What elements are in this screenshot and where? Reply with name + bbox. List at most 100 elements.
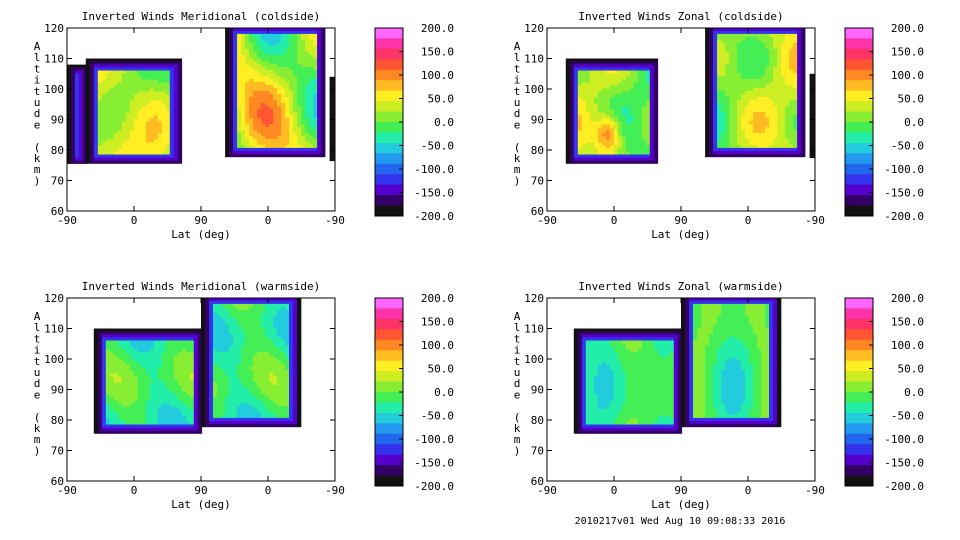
colorbar-swatch [375, 308, 403, 320]
colorbar-swatch [845, 184, 873, 196]
chart-title: Inverted Winds Meridional (warmside) [82, 280, 320, 293]
y-tick-label: 90 [531, 114, 544, 127]
colorbar-swatch [375, 475, 403, 487]
colorbar-swatch [845, 381, 873, 393]
colorbar-label: 200.0 [891, 292, 924, 305]
colorbar-swatch [375, 80, 403, 92]
y-tick-label: 110 [44, 323, 64, 336]
colorbar-swatch [845, 80, 873, 92]
colorbar-swatch [375, 433, 403, 445]
contour-field [67, 28, 335, 164]
colorbar-label: 0.0 [434, 386, 454, 399]
x-tick-label: 90 [194, 484, 207, 497]
x-axis-label: Lat (deg) [651, 228, 711, 241]
y-tick-label: 110 [524, 53, 544, 66]
y-tick-label: 100 [44, 353, 64, 366]
y-tick-label: 120 [524, 22, 544, 35]
x-tick-label: 90 [674, 484, 687, 497]
y-tick-label: 120 [44, 292, 64, 305]
colorbar-label: 200.0 [891, 22, 924, 35]
colorbar-swatch [845, 38, 873, 50]
colorbar-label: -50.0 [421, 410, 454, 423]
colorbar-swatch [845, 308, 873, 320]
colorbar-swatch [845, 350, 873, 362]
y-tick-label: 80 [51, 414, 64, 427]
chart-title: Inverted Winds Zonal (coldside) [578, 10, 783, 23]
colorbar-swatch [845, 59, 873, 71]
y-tick-label: 60 [531, 205, 544, 218]
colorbar-swatch [845, 69, 873, 81]
y-tick-label: 110 [524, 323, 544, 336]
y-tick-label: 70 [51, 175, 64, 188]
colorbar-label: 50.0 [428, 363, 455, 376]
colorbar-swatch [375, 339, 403, 351]
colorbar: 200.0 150.0 100.0 50.0 0.0 -50.0 -100.0 -150.0 -… [374, 292, 455, 493]
y-tick-label: 110 [44, 53, 64, 66]
colorbar-swatch [845, 423, 873, 435]
colorbar-label: -150.0 [884, 187, 924, 200]
colorbar-swatch [375, 298, 403, 309]
colorbar-swatch [845, 412, 873, 424]
y-tick-label: 70 [51, 445, 64, 458]
x-tick-label: -90 [805, 484, 825, 497]
colorbar-label: -150.0 [884, 457, 924, 470]
colorbar-swatch [375, 195, 403, 206]
chart-title: Inverted Winds Meridional (coldside) [82, 10, 320, 23]
chart-panel-1: 60 70 80 90 100 110 120 -90 0 90 0 -90 Inverted Wind… [34, 10, 454, 241]
colorbar-swatch [375, 90, 403, 102]
x-axis-label: Lat (deg) [651, 498, 711, 511]
colorbar-swatch [375, 122, 403, 133]
x-tick-label: -90 [57, 484, 77, 497]
colorbar-label: 0.0 [904, 116, 924, 129]
chart-panel-2: 60 70 80 90 100 110 120 -90 0 90 0 -90 Inverted Wind… [514, 10, 924, 241]
x-tick-label: 0 [611, 214, 618, 227]
colorbar-label: 50.0 [898, 363, 925, 376]
colorbar-label: 100.0 [421, 339, 454, 352]
contour-field [573, 298, 782, 434]
y-tick-label: 80 [51, 144, 64, 157]
colorbar-label: 150.0 [421, 316, 454, 329]
x-tick-label: 0 [265, 484, 272, 497]
y-tick-label: 90 [51, 114, 64, 127]
chart-panel-3: 60 70 80 90 100 110 120 -90 0 90 0 -90 Inverted Wind… [34, 280, 454, 511]
colorbar-swatch [375, 184, 403, 196]
colorbar-swatch [375, 444, 403, 456]
colorbar-label: 200.0 [421, 292, 454, 305]
colorbar-label: 100.0 [891, 339, 924, 352]
colorbar-swatch [375, 132, 403, 144]
contour-field [565, 28, 815, 164]
colorbar-swatch [375, 465, 403, 476]
colorbar-swatch [845, 318, 873, 330]
y-tick-label: 100 [524, 353, 544, 366]
y-tick-label: 80 [531, 414, 544, 427]
colorbar-label: 0.0 [434, 116, 454, 129]
x-tick-label: 0 [745, 214, 752, 227]
footer-text: 2010217v01 Wed Aug 10 09:08:33 2016 [575, 516, 786, 527]
colorbar-label: 150.0 [891, 316, 924, 329]
colorbar-swatch [845, 122, 873, 133]
colorbar-swatch [375, 412, 403, 424]
colorbar-swatch [845, 329, 873, 341]
x-tick-label: 90 [674, 214, 687, 227]
colorbar-swatch [375, 381, 403, 393]
colorbar-swatch [845, 475, 873, 487]
colorbar: 200.0 150.0 100.0 50.0 0.0 -50.0 -100.0 -150.0 -… [844, 292, 925, 493]
colorbar-swatch [845, 371, 873, 382]
colorbar-swatch [845, 90, 873, 102]
colorbar-swatch [375, 142, 403, 154]
colorbar-label: -100.0 [414, 433, 454, 446]
colorbar-swatch [375, 69, 403, 81]
colorbar-swatch [845, 402, 873, 414]
colorbar-swatch [845, 454, 873, 466]
colorbar-label: -200.0 [414, 210, 454, 223]
y-tick-label: 120 [524, 292, 544, 305]
colorbar-label: 100.0 [421, 69, 454, 82]
colorbar-swatch [375, 38, 403, 50]
colorbar-swatch [845, 111, 873, 123]
colorbar-swatch [845, 101, 873, 112]
colorbar-label: -150.0 [414, 457, 454, 470]
